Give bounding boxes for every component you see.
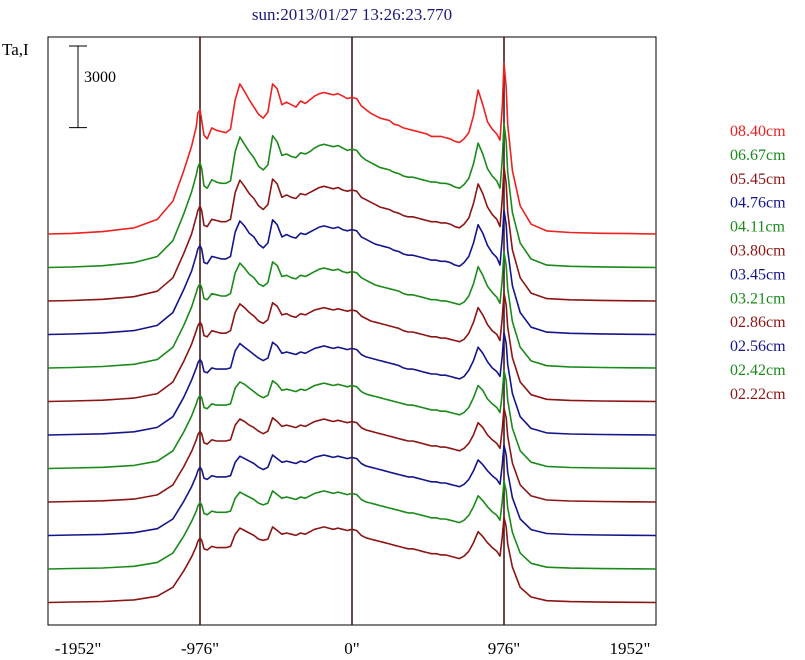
series-line-0 [47,62,657,235]
legend-entry-2: 05.45cm [730,171,786,188]
x-tick-label-0: -1952" [55,639,102,658]
x-tick-label-4: 1952" [610,639,651,658]
legend-entry-8: 02.86cm [730,314,786,331]
x-tick-label-2: 0" [344,639,359,658]
series-group [47,62,657,604]
x-tick-label-1: -976" [181,639,219,658]
reference-lines [199,37,505,625]
x-tick-labels: -1952" -976" 0" 976" 1952" [55,639,651,658]
series-line-10 [47,480,657,570]
scale-bar-label: 3000 [84,69,116,86]
legend-entry-10: 02.42cm [730,362,786,379]
legend-entry-4: 04.11cm [730,219,786,236]
series-line-8 [47,407,657,503]
legend-entry-9: 02.56cm [730,338,786,355]
series-line-3 [47,209,657,336]
legend: 08.40cm 06.67cm 05.45cm 04.76cm 04.11cm 03.80… [730,123,786,403]
series-line-6 [47,331,657,436]
scale-bar: 3000 [69,45,116,129]
series-line-5 [47,292,657,403]
legend-entry-11: 02.22cm [730,386,786,403]
legend-entry-1: 06.67cm [730,147,786,164]
series-line-7 [47,370,657,470]
chart-title: sun:2013/01/27 13:26:23.770 [252,5,452,24]
x-tick-label-3: 976" [488,639,520,658]
legend-entry-0: 08.40cm [730,123,786,140]
legend-entry-6: 03.45cm [730,266,786,283]
series-line-2 [47,166,657,302]
legend-entry-5: 03.80cm [730,243,786,260]
legend-entry-3: 04.76cm [730,195,786,212]
series-line-11 [47,516,657,604]
y-axis-label: Ta,I [2,40,29,59]
series-line-4 [47,251,657,369]
legend-entry-7: 03.21cm [730,290,786,307]
series-line-1 [47,122,657,269]
series-line-9 [47,444,657,537]
